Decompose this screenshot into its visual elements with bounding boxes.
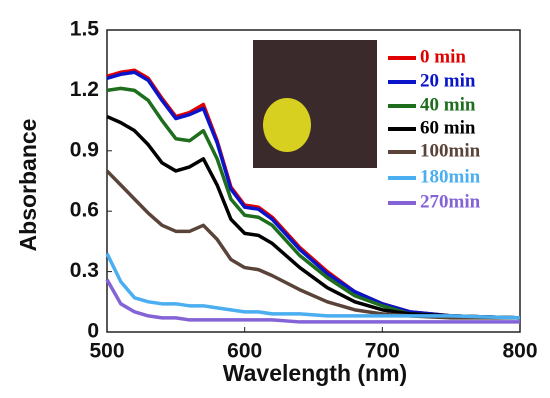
- x-tick-label: 500: [89, 340, 124, 363]
- inset-photo: [253, 40, 377, 168]
- plot-frame: [106, 29, 521, 333]
- series-line: [106, 86, 521, 320]
- x-axis-title: Wavelength (nm): [223, 360, 407, 386]
- legend-label: 20 min: [420, 70, 476, 91]
- photo-background: [253, 40, 377, 168]
- series-line: [105, 169, 520, 320]
- legend-label: 180min: [420, 166, 481, 187]
- series-line: [105, 278, 520, 324]
- photo-spot: [263, 98, 311, 152]
- legend-label: 0 min: [420, 46, 466, 67]
- legend-label: 270min: [420, 191, 481, 212]
- x-tick-label: 800: [502, 340, 537, 363]
- legend-label: 60 min: [420, 117, 476, 138]
- series-line: [106, 70, 521, 320]
- y-tick-label: 0: [87, 320, 99, 343]
- y-tick-label: 0.9: [70, 138, 99, 161]
- x-tick-label: 600: [227, 340, 262, 363]
- legend-label: 100min: [420, 140, 481, 161]
- series-line: [106, 114, 521, 320]
- x-tick-label: 700: [365, 340, 400, 363]
- y-tick-label: 0.3: [70, 259, 99, 282]
- y-tick-label: 1.2: [70, 78, 99, 101]
- y-axis-title: Absorbance: [15, 119, 41, 252]
- y-tick-label: 0.6: [70, 199, 99, 222]
- legend-label: 40 min: [420, 94, 476, 115]
- y-tick-label: 1.5: [70, 18, 100, 41]
- series-line: [105, 252, 521, 320]
